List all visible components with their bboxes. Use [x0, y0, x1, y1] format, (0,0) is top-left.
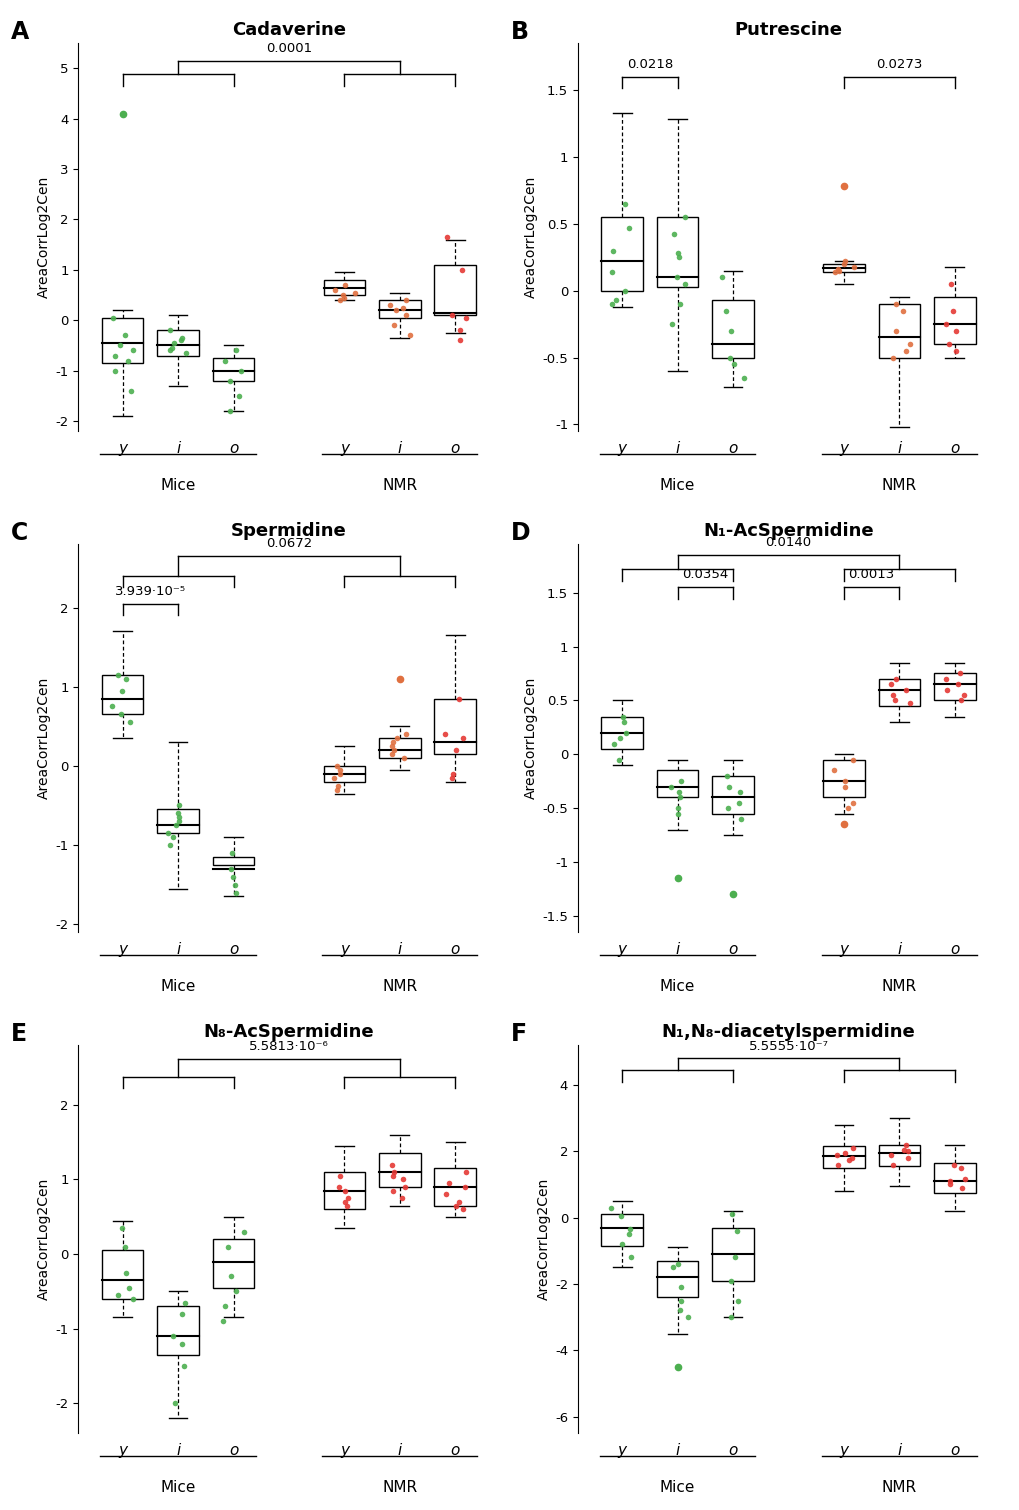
- Text: 0.0273: 0.0273: [875, 57, 921, 71]
- Bar: [601, 717, 642, 749]
- Bar: [877, 680, 919, 705]
- Text: Mice: Mice: [160, 477, 196, 492]
- Text: NMR: NMR: [881, 978, 916, 994]
- Bar: [434, 1169, 476, 1205]
- Bar: [601, 217, 642, 290]
- Text: Mice: Mice: [659, 477, 695, 492]
- Text: C: C: [11, 521, 29, 545]
- Text: 5.5813·10⁻⁶: 5.5813·10⁻⁶: [249, 1040, 328, 1052]
- Bar: [434, 699, 476, 753]
- Title: N₈-AcSpermidine: N₈-AcSpermidine: [204, 1022, 374, 1040]
- Text: 0.0013: 0.0013: [848, 568, 894, 581]
- Text: B: B: [510, 20, 528, 44]
- Text: 0.0672: 0.0672: [266, 538, 312, 550]
- Text: 0.0354: 0.0354: [682, 568, 728, 581]
- Bar: [822, 264, 864, 272]
- Bar: [656, 770, 698, 797]
- Bar: [379, 300, 420, 317]
- Text: NMR: NMR: [382, 978, 417, 994]
- Y-axis label: AreaCorrLog2Cen: AreaCorrLog2Cen: [37, 177, 51, 299]
- Text: NMR: NMR: [881, 477, 916, 492]
- Text: D: D: [510, 521, 530, 545]
- Bar: [157, 331, 199, 355]
- Bar: [933, 1163, 974, 1193]
- Bar: [379, 1154, 420, 1187]
- Bar: [933, 297, 974, 344]
- Bar: [711, 776, 753, 814]
- Bar: [379, 738, 420, 758]
- Text: NMR: NMR: [382, 477, 417, 492]
- Bar: [102, 675, 144, 714]
- Text: Mice: Mice: [160, 978, 196, 994]
- Y-axis label: AreaCorrLog2Cen: AreaCorrLog2Cen: [536, 1178, 550, 1300]
- Bar: [323, 766, 365, 782]
- Bar: [656, 217, 698, 287]
- Text: Mice: Mice: [659, 978, 695, 994]
- Title: N₁,N₈-diacetylspermidine: N₁,N₈-diacetylspermidine: [661, 1022, 914, 1040]
- Bar: [822, 1146, 864, 1167]
- Y-axis label: AreaCorrLog2Cen: AreaCorrLog2Cen: [37, 676, 51, 799]
- Bar: [656, 1261, 698, 1297]
- Bar: [157, 809, 199, 834]
- Bar: [434, 264, 476, 316]
- Bar: [102, 317, 144, 362]
- Text: E: E: [11, 1022, 28, 1046]
- Y-axis label: AreaCorrLog2Cen: AreaCorrLog2Cen: [524, 676, 538, 799]
- Text: NMR: NMR: [881, 1480, 916, 1495]
- Bar: [102, 1250, 144, 1299]
- Title: Cadaverine: Cadaverine: [231, 21, 345, 39]
- Bar: [157, 1306, 199, 1354]
- Text: 0.0140: 0.0140: [764, 536, 811, 550]
- Text: NMR: NMR: [382, 1480, 417, 1495]
- Text: 5.5555·10⁻⁷: 5.5555·10⁻⁷: [748, 1040, 827, 1052]
- Title: Putrescine: Putrescine: [734, 21, 842, 39]
- Bar: [933, 673, 974, 701]
- Text: 3.939·10⁻⁵: 3.939·10⁻⁵: [115, 584, 185, 598]
- Text: 0.0001: 0.0001: [266, 42, 312, 54]
- Text: A: A: [11, 20, 30, 44]
- Text: Mice: Mice: [160, 1480, 196, 1495]
- Bar: [213, 856, 254, 865]
- Bar: [323, 1172, 365, 1210]
- Bar: [711, 300, 753, 358]
- Text: F: F: [510, 1022, 526, 1046]
- Y-axis label: AreaCorrLog2Cen: AreaCorrLog2Cen: [524, 177, 538, 299]
- Title: N₁-AcSpermidine: N₁-AcSpermidine: [702, 522, 873, 541]
- Bar: [323, 279, 365, 294]
- Bar: [711, 1228, 753, 1280]
- Text: 0.0218: 0.0218: [627, 57, 673, 71]
- Bar: [213, 358, 254, 381]
- Bar: [601, 1214, 642, 1246]
- Bar: [213, 1240, 254, 1288]
- Bar: [877, 304, 919, 358]
- Text: Mice: Mice: [659, 1480, 695, 1495]
- Bar: [877, 1145, 919, 1166]
- Title: Spermidine: Spermidine: [231, 522, 346, 541]
- Bar: [822, 760, 864, 797]
- Y-axis label: AreaCorrLog2Cen: AreaCorrLog2Cen: [37, 1178, 51, 1300]
